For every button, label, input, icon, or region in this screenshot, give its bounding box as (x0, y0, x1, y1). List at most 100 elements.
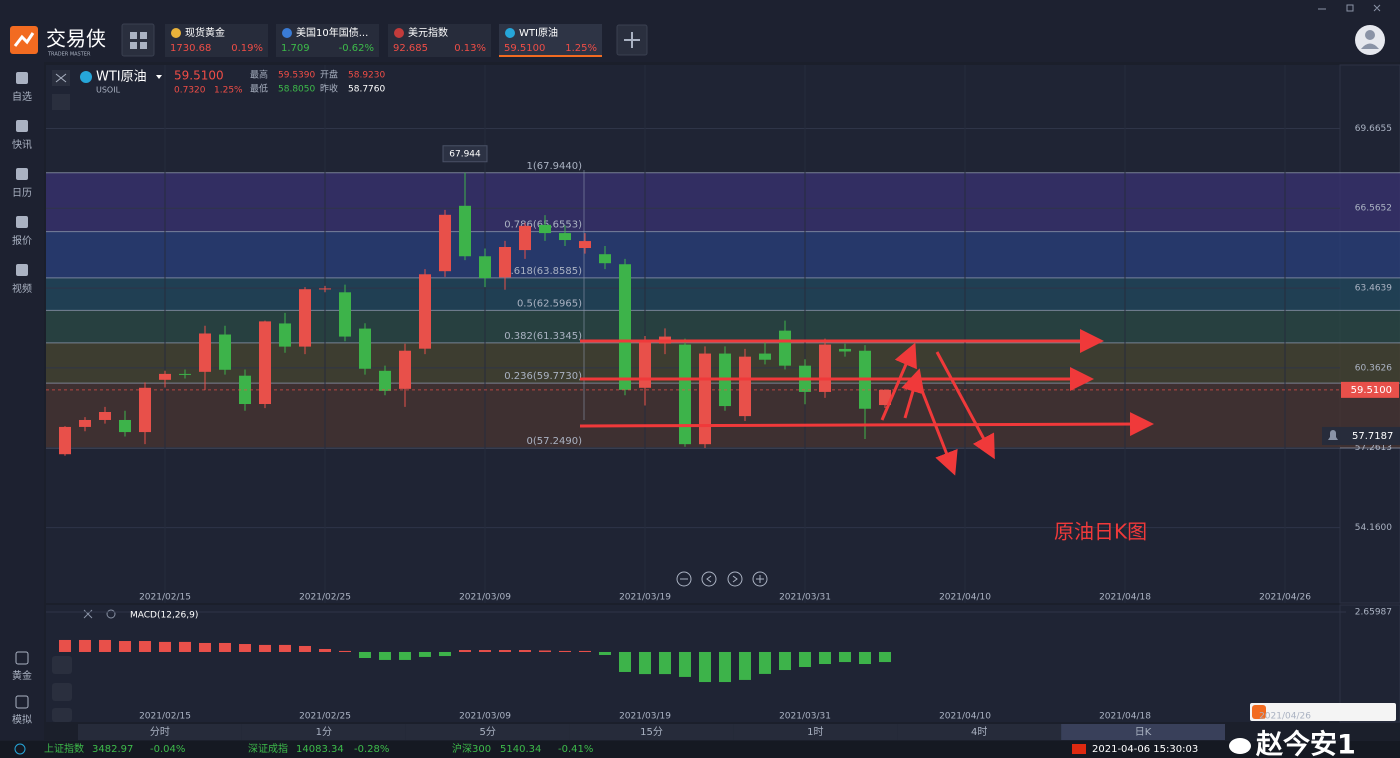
macd-bar (579, 650, 591, 652)
macd-bar (339, 650, 351, 652)
macd-bar (199, 642, 211, 652)
draw-button[interactable] (52, 683, 72, 701)
macd-bar (459, 650, 471, 652)
timeframe-label: 日K (1135, 727, 1152, 738)
timeframe-button[interactable] (897, 724, 1062, 740)
candle-body (99, 411, 111, 420)
quote-name[interactable]: WTI原油 (96, 70, 147, 85)
window-controls[interactable] (1318, 4, 1381, 12)
index-value: 14083.34 (296, 744, 344, 755)
flag (1072, 744, 1086, 754)
sidebar-icon[interactable] (16, 72, 28, 84)
macd-panel (46, 605, 1340, 722)
sidebar-label[interactable]: 视频 (12, 282, 32, 295)
quote-change: 0.7320 (174, 86, 206, 96)
candle-body (379, 370, 391, 391)
field-value: 59.5390 (278, 71, 315, 81)
sidebar-label[interactable]: 报价 (12, 234, 32, 247)
scroll-left[interactable] (701, 571, 717, 587)
macd-bar (639, 651, 651, 675)
sidebar-icon[interactable] (15, 695, 29, 709)
macd-bar (319, 648, 331, 652)
alert-bg[interactable] (1322, 426, 1400, 445)
avatar-head (1365, 30, 1375, 40)
tab[interactable] (388, 24, 491, 57)
sidebar-icon[interactable] (16, 168, 28, 180)
sidebar-label[interactable]: 快讯 (12, 139, 32, 151)
macd-bar (259, 644, 271, 652)
macd-bar (539, 650, 551, 652)
macd-close[interactable] (83, 609, 93, 619)
sidebar (0, 62, 44, 740)
sidebar-label[interactable]: 自选 (12, 90, 32, 103)
fib-label: 0.382(61.3345) (504, 331, 582, 342)
tab-change: 0.13% (454, 43, 486, 54)
macd-bar (119, 641, 131, 652)
zoom-out[interactable] (676, 571, 692, 587)
macd-bar (419, 651, 431, 657)
dropdown[interactable] (156, 75, 162, 79)
sidebar-label[interactable]: 模拟 (12, 713, 32, 726)
zoom-in[interactable] (752, 571, 768, 587)
macd-bar (699, 651, 711, 683)
candle-body (419, 274, 431, 349)
add-icon (624, 32, 640, 48)
sidebar-icon[interactable] (16, 216, 28, 228)
indicator-button[interactable] (52, 656, 72, 674)
macd-bar (59, 639, 71, 652)
field-value: 58.7760 (348, 85, 385, 95)
close-icon (55, 73, 67, 83)
macd-bar (99, 639, 111, 652)
timeframe-button[interactable] (733, 724, 898, 740)
sidebar-label[interactable]: 日历 (12, 187, 32, 199)
candle-body (219, 334, 231, 370)
ime-toolbar[interactable] (1250, 703, 1396, 721)
line-button[interactable] (52, 708, 72, 722)
candle-body (59, 426, 71, 455)
sidebar-icon[interactable] (15, 651, 29, 665)
footer (0, 741, 1400, 758)
sidebar-icon[interactable] (16, 120, 28, 132)
index-change: -0.04% (150, 744, 185, 755)
y-tick-label: 69.6655 (1355, 124, 1392, 134)
timeframe-label: 1分 (316, 726, 332, 738)
macd-bar (179, 641, 191, 652)
y-tick-label: 63.4639 (1355, 284, 1392, 294)
candle-body (679, 344, 691, 445)
timeframe-button[interactable] (405, 724, 570, 740)
tool-button[interactable] (52, 94, 70, 110)
field-label: 最高 (250, 69, 268, 81)
macd-bar (359, 651, 371, 658)
scroll-right[interactable] (727, 571, 743, 587)
candle-body (319, 288, 331, 290)
logo-sub: TRADER MASTER (47, 52, 91, 58)
timeframe-button[interactable] (241, 724, 406, 740)
candle-body (399, 350, 411, 389)
macd-bar (799, 651, 811, 668)
tab[interactable] (165, 24, 268, 57)
field-label: 昨收 (320, 83, 338, 95)
candle-body (819, 344, 831, 392)
candle-body (459, 205, 471, 257)
sidebar-label[interactable]: 黄金 (12, 669, 32, 682)
tab-icon (505, 28, 515, 38)
datetime: 2021-04-06 15:30:03 (1092, 744, 1198, 755)
macd-bar (659, 651, 671, 675)
index-name: 上证指数 (44, 742, 84, 755)
fib-label: 0.5(62.5965) (517, 298, 582, 309)
tab[interactable] (276, 24, 379, 57)
support-icon[interactable] (14, 743, 26, 755)
timeframe-button[interactable] (1061, 724, 1225, 740)
macd-bar (299, 645, 311, 652)
timeframe-button[interactable] (569, 724, 734, 740)
macd-bar (139, 641, 151, 652)
timeframe-button[interactable] (78, 724, 242, 740)
sidebar-icon[interactable] (16, 264, 28, 276)
tab[interactable] (499, 24, 602, 57)
grid-button[interactable] (121, 23, 155, 57)
macd-bar (759, 651, 771, 674)
candle-body (479, 256, 491, 279)
macd-settings[interactable] (106, 609, 116, 619)
index-name: 沪深300 (452, 742, 491, 755)
